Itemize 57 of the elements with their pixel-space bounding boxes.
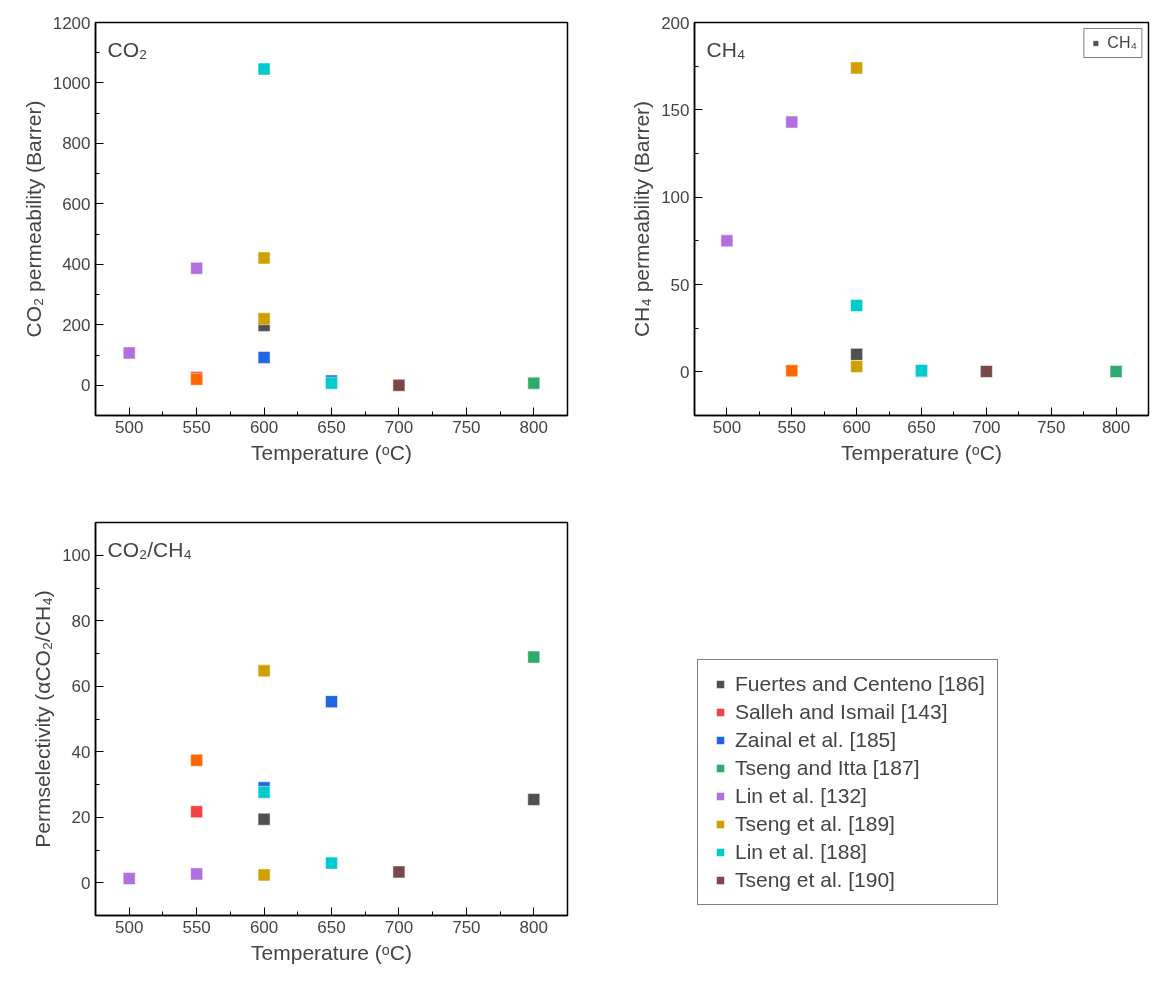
x-tick-label: 650 bbox=[317, 417, 346, 437]
y-tick-label: 800 bbox=[62, 134, 91, 154]
legend-label: Salleh and Ismail [143] bbox=[735, 700, 948, 724]
x-tick-label: 550 bbox=[182, 417, 211, 437]
x-tick-label: 600 bbox=[249, 917, 279, 937]
y-tick-label: 20 bbox=[71, 808, 91, 828]
y-axis-title: CO₂ permeability (Barrer) bbox=[21, 100, 45, 338]
x-tick-label: 750 bbox=[452, 917, 481, 937]
y-tick-label: 0 bbox=[81, 376, 91, 396]
legend-label: Tseng et al. [190] bbox=[735, 868, 895, 892]
legend-label: Lin et al. [188] bbox=[735, 840, 867, 864]
legend-label: Lin et al. [132] bbox=[735, 784, 867, 808]
legend-label: CH₄ bbox=[1107, 34, 1137, 52]
x-tick-label: 500 bbox=[115, 917, 144, 937]
y-tick-label: 0 bbox=[81, 873, 91, 893]
y-tick-label: 0 bbox=[680, 362, 690, 382]
y-tick-label: 100 bbox=[661, 188, 690, 208]
annotation: CO₂ bbox=[107, 37, 148, 61]
annotation: CH₄ bbox=[706, 37, 746, 61]
x-tick-label: 550 bbox=[777, 417, 806, 437]
y-tick-label: 200 bbox=[661, 13, 690, 33]
y-tick-label: 200 bbox=[62, 315, 91, 335]
legend-label: Tseng et al. [189] bbox=[735, 812, 895, 836]
y-axis-title: Permselectivity (αCO₂/CH₄) bbox=[31, 590, 55, 848]
y-tick-label: 40 bbox=[71, 742, 91, 762]
x-tick-label: 750 bbox=[452, 417, 481, 437]
x-tick-label: 600 bbox=[249, 417, 279, 437]
y-tick-label: 400 bbox=[62, 255, 91, 275]
x-tick-label: 500 bbox=[712, 417, 742, 437]
x-tick-label: 650 bbox=[907, 417, 936, 437]
x-tick-label: 750 bbox=[1037, 417, 1066, 437]
y-tick-label: 1000 bbox=[52, 73, 91, 93]
legend-label: Fuertes and Centeno [186] bbox=[735, 672, 985, 696]
y-axis-title: CH₄ permeability (Barrer) bbox=[630, 100, 654, 338]
x-tick-label: 550 bbox=[182, 917, 211, 937]
x-tick-label: 700 bbox=[384, 417, 414, 437]
legend-label: Zainal et al. [185] bbox=[735, 728, 897, 752]
x-tick-label: 800 bbox=[519, 917, 548, 937]
y-tick-label: 100 bbox=[62, 546, 91, 566]
x-tick-label: 800 bbox=[1101, 417, 1131, 437]
annotation: CO₂/CH₄ bbox=[107, 537, 192, 561]
y-tick-label: 50 bbox=[670, 275, 690, 295]
y-tick-label: 600 bbox=[62, 194, 91, 214]
x-tick-label: 800 bbox=[519, 417, 548, 437]
x-tick-label: 700 bbox=[972, 417, 1001, 437]
x-tick-label: 600 bbox=[842, 417, 871, 437]
y-tick-label: 1200 bbox=[52, 13, 91, 33]
x-tick-label: 500 bbox=[115, 417, 144, 437]
x-axis-title: Temperature (ᵒC) bbox=[251, 440, 412, 464]
x-tick-label: 700 bbox=[384, 917, 414, 937]
y-tick-label: 150 bbox=[661, 100, 690, 120]
y-tick-label: 80 bbox=[71, 611, 91, 631]
x-axis-title: Temperature (ᵒC) bbox=[841, 440, 1002, 464]
legend-label: Tseng and Itta [187] bbox=[735, 756, 920, 780]
y-tick-label: 60 bbox=[71, 677, 91, 697]
x-axis-title: Temperature (ᵒC) bbox=[251, 940, 412, 964]
x-tick-label: 650 bbox=[317, 917, 346, 937]
